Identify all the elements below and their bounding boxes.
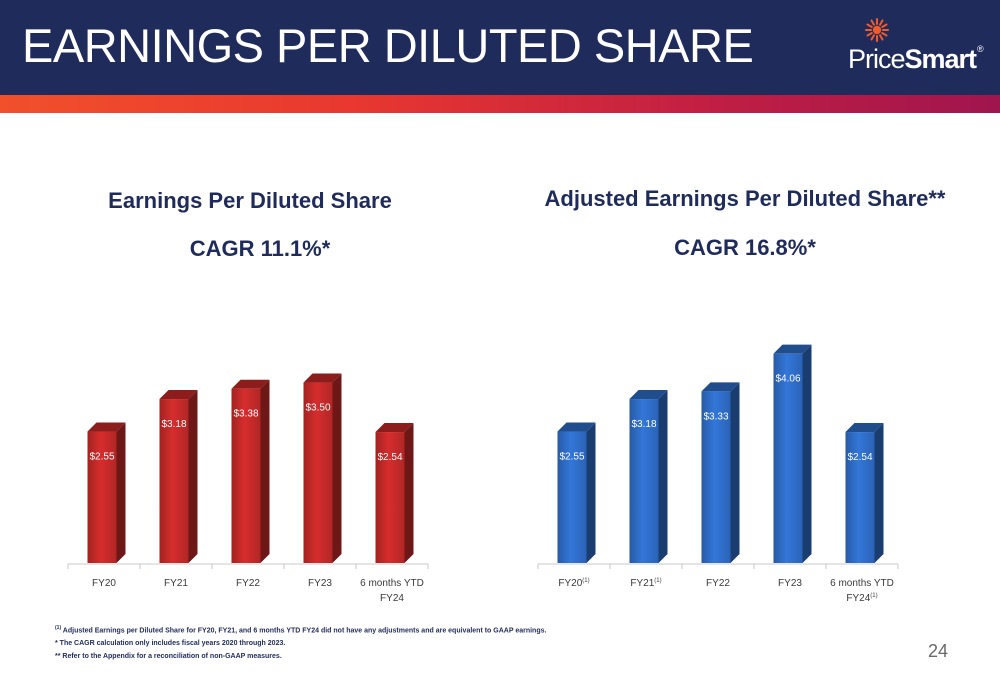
- bar-side-face: [332, 373, 342, 563]
- bar-side-face: [188, 390, 198, 563]
- bar-2: [701, 382, 740, 563]
- bar-side-face: [730, 382, 740, 563]
- footnote-1: (1) Adjusted Earnings per Diluted Share …: [55, 622, 655, 637]
- data-label: $2.55: [89, 452, 114, 463]
- data-label: $2.54: [847, 452, 872, 463]
- x-tick-label: 6 months YTD: [360, 578, 424, 589]
- bar-3: [773, 344, 812, 563]
- logo-text-bold: Smart: [904, 44, 978, 74]
- logo-text-regular: Price: [848, 44, 906, 74]
- bar-side-face: [874, 423, 884, 563]
- bar-side-face: [586, 422, 596, 563]
- bar-side-face: [802, 344, 812, 563]
- bar-top-face: [159, 390, 198, 400]
- bar-top-face: [845, 423, 884, 433]
- data-label: $3.18: [161, 419, 186, 430]
- bar-front-face: [845, 432, 875, 563]
- x-tick-label: FY22: [706, 578, 730, 589]
- sunburst-icon: [865, 18, 889, 42]
- bar-front-face: [375, 432, 405, 563]
- x-tick-label: FY22: [236, 578, 260, 589]
- footnote-2: * The CAGR calculation only includes fis…: [55, 640, 286, 648]
- adjusted-eps-bar-chart: $2.55 FY20(1) $3.18 FY21(1) $3.33 FY22 $4.06 FY…: [537, 344, 899, 604]
- bar-top-face: [629, 390, 668, 400]
- x-tick-label: FY23: [778, 578, 802, 589]
- bar-front-face: [159, 399, 189, 563]
- data-label: $2.54: [377, 452, 402, 463]
- footnote-3: ** Refer to the Appendix for a reconcili…: [55, 653, 282, 661]
- bar-front-face: [629, 399, 659, 563]
- bar-0: [87, 422, 126, 563]
- bar-front-face: [303, 382, 333, 563]
- data-label: $3.38: [233, 409, 258, 420]
- chart2-cagr: CAGR 16.8%*: [674, 235, 816, 260]
- footnote-1-text: Adjusted Earnings per Diluted Share for …: [61, 627, 547, 635]
- bar-top-face: [557, 422, 596, 432]
- data-label: $2.55: [559, 452, 584, 463]
- bar-top-face: [87, 422, 126, 432]
- x-tick-label: FY23: [308, 578, 332, 589]
- bar-top-face: [231, 379, 270, 389]
- x-tick-label: 6 months YTD: [830, 578, 894, 589]
- bar-side-face: [260, 379, 270, 563]
- chart1-title: Earnings Per Diluted Share: [108, 188, 392, 213]
- logo-wordmark: PriceSmart®: [848, 44, 984, 75]
- eps-bar-chart: $2.55 FY20 $3.18 FY21 $3.38 FY22 $3.50 FY23 $2.5…: [67, 373, 429, 604]
- data-label: $3.33: [703, 411, 728, 422]
- bar-front-face: [87, 431, 117, 563]
- bar-1: [629, 390, 668, 563]
- bar-top-face: [773, 344, 812, 354]
- bar-1: [159, 390, 198, 563]
- bar-side-face: [404, 423, 414, 563]
- bar-front-face: [773, 353, 803, 563]
- x-tick-label: FY24(1): [846, 593, 877, 604]
- x-tick-label: FY20(1): [558, 578, 589, 589]
- x-tick-label: FY21(1): [630, 578, 661, 589]
- chart1-cagr: CAGR 11.1%*: [189, 236, 331, 261]
- bar-0: [557, 422, 596, 563]
- bar-side-face: [116, 422, 126, 563]
- bar-front-face: [231, 388, 261, 563]
- footnotes: (1) Adjusted Earnings per Diluted Share …: [55, 622, 655, 663]
- bar-top-face: [375, 423, 414, 433]
- accent-band: [0, 95, 1000, 113]
- bar-top-face: [701, 382, 740, 392]
- data-label: $3.50: [305, 403, 330, 414]
- bar-3: [303, 373, 342, 563]
- x-tick-label: FY24: [380, 593, 404, 604]
- page-number: 24: [928, 641, 949, 661]
- bar-4: [375, 423, 414, 563]
- logo-registered-mark: ®: [977, 44, 984, 54]
- bar-front-face: [557, 431, 587, 563]
- data-label: $4.06: [775, 374, 800, 385]
- bar-2: [231, 379, 270, 563]
- x-tick-label: FY20: [92, 578, 116, 589]
- slide-header: EARNINGS PER DILUTED SHARE PriceSmart®: [0, 0, 1000, 95]
- pricesmart-logo: PriceSmart®: [842, 18, 984, 78]
- footnote-1-marker: (1): [55, 625, 62, 631]
- bar-front-face: [701, 391, 731, 563]
- x-tick-label: FY21: [164, 578, 188, 589]
- chart2-title: Adjusted Earnings Per Diluted Share**: [544, 186, 946, 211]
- bar-4: [845, 423, 884, 563]
- slide-title: EARNINGS PER DILUTED SHARE: [22, 19, 754, 72]
- bar-side-face: [658, 390, 668, 563]
- data-label: $3.18: [631, 419, 656, 430]
- bar-top-face: [303, 373, 342, 383]
